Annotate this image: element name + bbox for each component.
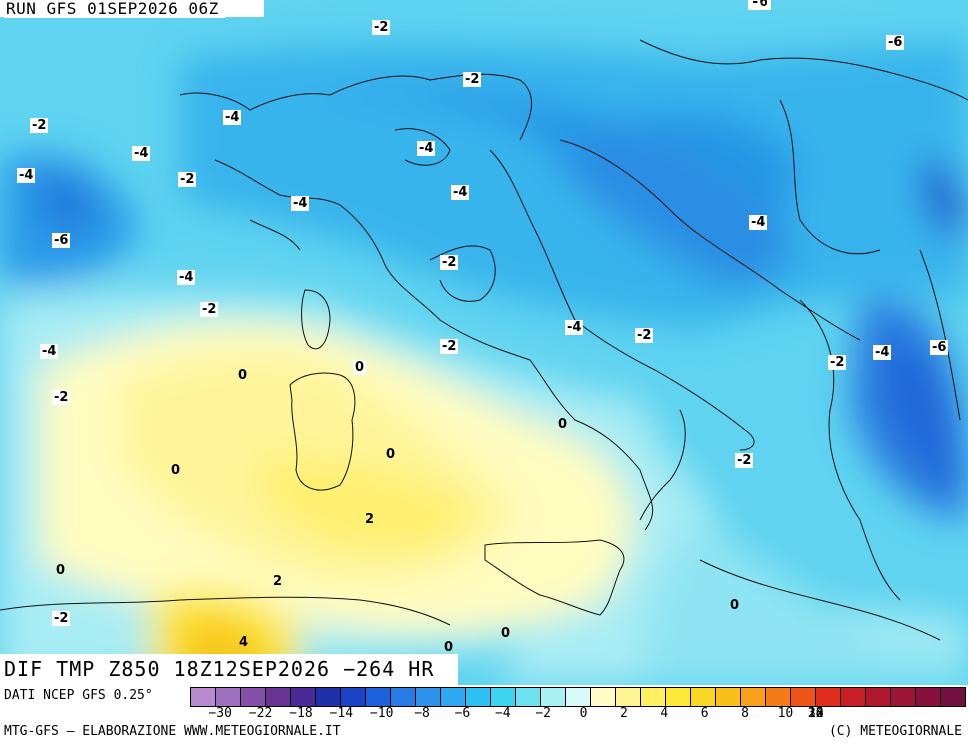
color-swatch: [441, 688, 466, 706]
contour-label: -6: [886, 35, 905, 50]
color-swatch: [191, 688, 216, 706]
contour-label: -2: [200, 302, 219, 317]
color-swatch: [741, 688, 766, 706]
color-swatch: [666, 688, 691, 706]
color-scale-label: 8: [741, 706, 749, 721]
contour-label: 0: [353, 360, 367, 375]
color-swatch: [541, 688, 566, 706]
color-swatch: [491, 688, 516, 706]
color-swatch: [391, 688, 416, 706]
contour-label: -4: [451, 185, 470, 200]
color-scale-label: 30: [807, 706, 824, 721]
color-swatch: [891, 688, 916, 706]
plot-title-box: DIF TMP Z850 18Z12SEP2026 −264 HR: [0, 654, 458, 685]
contour-label: -2: [372, 20, 391, 35]
run-title: RUN GFS 01SEP2026 06Z: [4, 0, 225, 18]
contour-label: -2: [735, 453, 754, 468]
color-scale-label: −14: [329, 706, 354, 721]
contour-label: -6: [52, 233, 71, 248]
contour-label: -4: [749, 215, 768, 230]
contour-label: -2: [440, 339, 459, 354]
color-scale-label: 0: [579, 706, 588, 721]
footer-copyright: (C) METEOGIORNALE: [828, 724, 962, 739]
color-swatch: [216, 688, 241, 706]
color-swatch: [941, 688, 965, 706]
contour-label: -2: [52, 390, 71, 405]
contour-label: 0: [444, 640, 454, 655]
color-swatch: [691, 688, 716, 706]
contour-label: -2: [828, 355, 847, 370]
color-swatch: [616, 688, 641, 706]
color-scale-label: 2: [620, 706, 628, 721]
contour-label: -2: [440, 255, 459, 270]
color-swatch: [291, 688, 316, 706]
color-swatch: [866, 688, 891, 706]
color-scale-label: −18: [289, 706, 313, 721]
color-swatch: [416, 688, 441, 706]
color-swatch: [466, 688, 491, 706]
color-swatch: [816, 688, 841, 706]
footer-credit: MTG-GFS – ELABORAZIONE WWW.METEOGIORNALE…: [4, 724, 341, 739]
color-scale-label: 10: [777, 706, 794, 721]
contour-label: -4: [177, 270, 196, 285]
temperature-anomaly-map: -2 -6 -2 -4 -2 -4 -4 -2 -4 -4 -4 -6 -4 -…: [0, 0, 968, 685]
contour-label: -4: [291, 196, 310, 211]
contour-label: -4: [17, 168, 36, 183]
contour-label: -4: [132, 146, 151, 161]
color-scale-label: 14: [807, 706, 824, 721]
contour-label: -2: [52, 611, 71, 626]
color-swatch: [841, 688, 866, 706]
color-scale-label: 22: [807, 706, 824, 721]
color-swatch: [791, 688, 816, 706]
color-swatch: [591, 688, 616, 706]
contour-label: -6: [930, 340, 949, 355]
contour-label: -2: [635, 328, 654, 343]
contour-label: 0: [386, 447, 396, 462]
color-scale-label: −4: [494, 706, 511, 721]
color-scale-labels: −30 −22 −18 −14 −10 −8 −6 −4 −2 0 2 4 6 8 10 14 18 22 30: [190, 706, 966, 722]
color-scale-label: −10: [369, 706, 394, 721]
color-swatch: [341, 688, 366, 706]
contour-label: 2: [365, 512, 375, 527]
color-swatch: [566, 688, 591, 706]
contour-label: -2: [178, 172, 197, 187]
color-scale-label: 6: [700, 706, 709, 721]
contour-label: -4: [565, 320, 584, 335]
contour-label: 0: [171, 463, 181, 478]
color-swatch: [241, 688, 266, 706]
contour-label: -4: [40, 344, 59, 359]
contour-label: -4: [223, 110, 242, 125]
color-scale-label: −30: [208, 706, 232, 721]
color-swatch: [916, 688, 941, 706]
color-scale-label: 18: [807, 706, 824, 721]
contour-label: 2: [273, 574, 283, 589]
color-swatch: [266, 688, 291, 706]
contour-label: -2: [30, 118, 49, 133]
corner-contour-label: -6: [748, 0, 771, 10]
color-swatch: [316, 688, 341, 706]
contour-label: 4: [239, 635, 249, 650]
color-scale-label: −22: [248, 706, 273, 721]
plot-title: DIF TMP Z850 18Z12SEP2026 −264 HR: [4, 657, 435, 681]
data-source: DATI NCEP GFS 0.25°: [4, 688, 153, 703]
color-scale-label: −8: [414, 706, 430, 721]
contour-label: -4: [873, 345, 892, 360]
color-swatch: [716, 688, 741, 706]
color-swatch: [516, 688, 541, 706]
contour-label: -2: [463, 72, 482, 87]
color-scale-bar: [190, 687, 966, 707]
contour-label: 0: [501, 626, 511, 641]
contour-label: 0: [56, 563, 66, 578]
color-swatch: [366, 688, 391, 706]
contour-label: 0: [730, 598, 740, 613]
color-scale-label: −2: [535, 706, 551, 721]
color-swatch: [641, 688, 666, 706]
color-scale-label: −6: [454, 706, 471, 721]
color-scale-label: 4: [660, 706, 669, 721]
contour-label: 0: [238, 368, 248, 383]
contour-label: -4: [417, 141, 436, 156]
color-swatch: [766, 688, 791, 706]
contour-label: 0: [558, 417, 568, 432]
